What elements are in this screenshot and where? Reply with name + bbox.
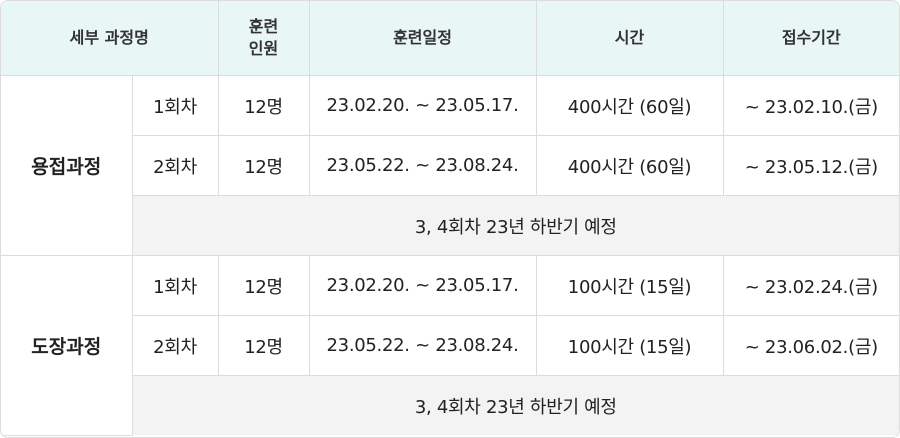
cell-trainees: 12명 [218, 315, 310, 376]
cell-reception: ~ 23.05.12.(금) [723, 135, 899, 196]
cell-reception: ~ 23.02.24.(금) [723, 255, 899, 316]
cell-trainees: 12명 [218, 75, 310, 136]
table-row: 2회차 12명 23.05.22. ~ 23.08.24. 400시간 (60일… [1, 135, 899, 196]
group-name-welding: 용접과정 [1, 75, 133, 256]
note-row: 3, 4회차 23년 하반기 예정 [1, 195, 899, 256]
header-hours: 시간 [536, 1, 724, 76]
note-row: 3, 4회차 23년 하반기 예정 [1, 375, 899, 435]
table-row: 2회차 12명 23.05.22. ~ 23.08.24. 100시간 (15일… [1, 315, 899, 376]
cell-round: 2회차 [132, 135, 219, 196]
cell-round: 1회차 [132, 75, 219, 136]
header-trainees-line1: 훈련 [248, 17, 279, 36]
cell-trainees: 12명 [218, 255, 310, 316]
cell-hours: 400시간 (60일) [536, 135, 724, 196]
cell-hours: 400시간 (60일) [536, 75, 724, 136]
cell-reception: ~ 23.06.02.(금) [723, 315, 899, 376]
header-schedule: 훈련일정 [309, 1, 537, 76]
cell-trainees: 12명 [218, 135, 310, 196]
cell-round: 1회차 [132, 255, 219, 316]
cell-hours: 100시간 (15일) [536, 255, 724, 316]
note-painting: 3, 4회차 23년 하반기 예정 [132, 375, 899, 435]
cell-schedule: 23.05.22. ~ 23.08.24. [309, 135, 537, 196]
cell-reception: ~ 23.02.10.(금) [723, 75, 899, 136]
note-welding: 3, 4회차 23년 하반기 예정 [132, 195, 899, 256]
table-row: 용접과정 1회차 12명 23.02.20. ~ 23.05.17. 400시간… [1, 75, 899, 256]
cell-round: 2회차 [132, 315, 219, 376]
header-course: 세부 과정명 [1, 1, 219, 76]
group-name-painting: 도장과정 [1, 255, 133, 436]
cell-schedule: 23.02.20. ~ 23.05.17. [309, 75, 537, 136]
header-reception: 접수기간 [723, 1, 899, 76]
header-trainees-line2: 인원 [248, 39, 279, 58]
cell-schedule: 23.05.22. ~ 23.08.24. [309, 315, 537, 376]
cell-hours: 100시간 (15일) [536, 315, 724, 376]
table-row: 도장과정 1회차 12명 23.02.20. ~ 23.05.17. 100시간… [1, 255, 899, 436]
cell-schedule: 23.02.20. ~ 23.05.17. [309, 255, 537, 316]
